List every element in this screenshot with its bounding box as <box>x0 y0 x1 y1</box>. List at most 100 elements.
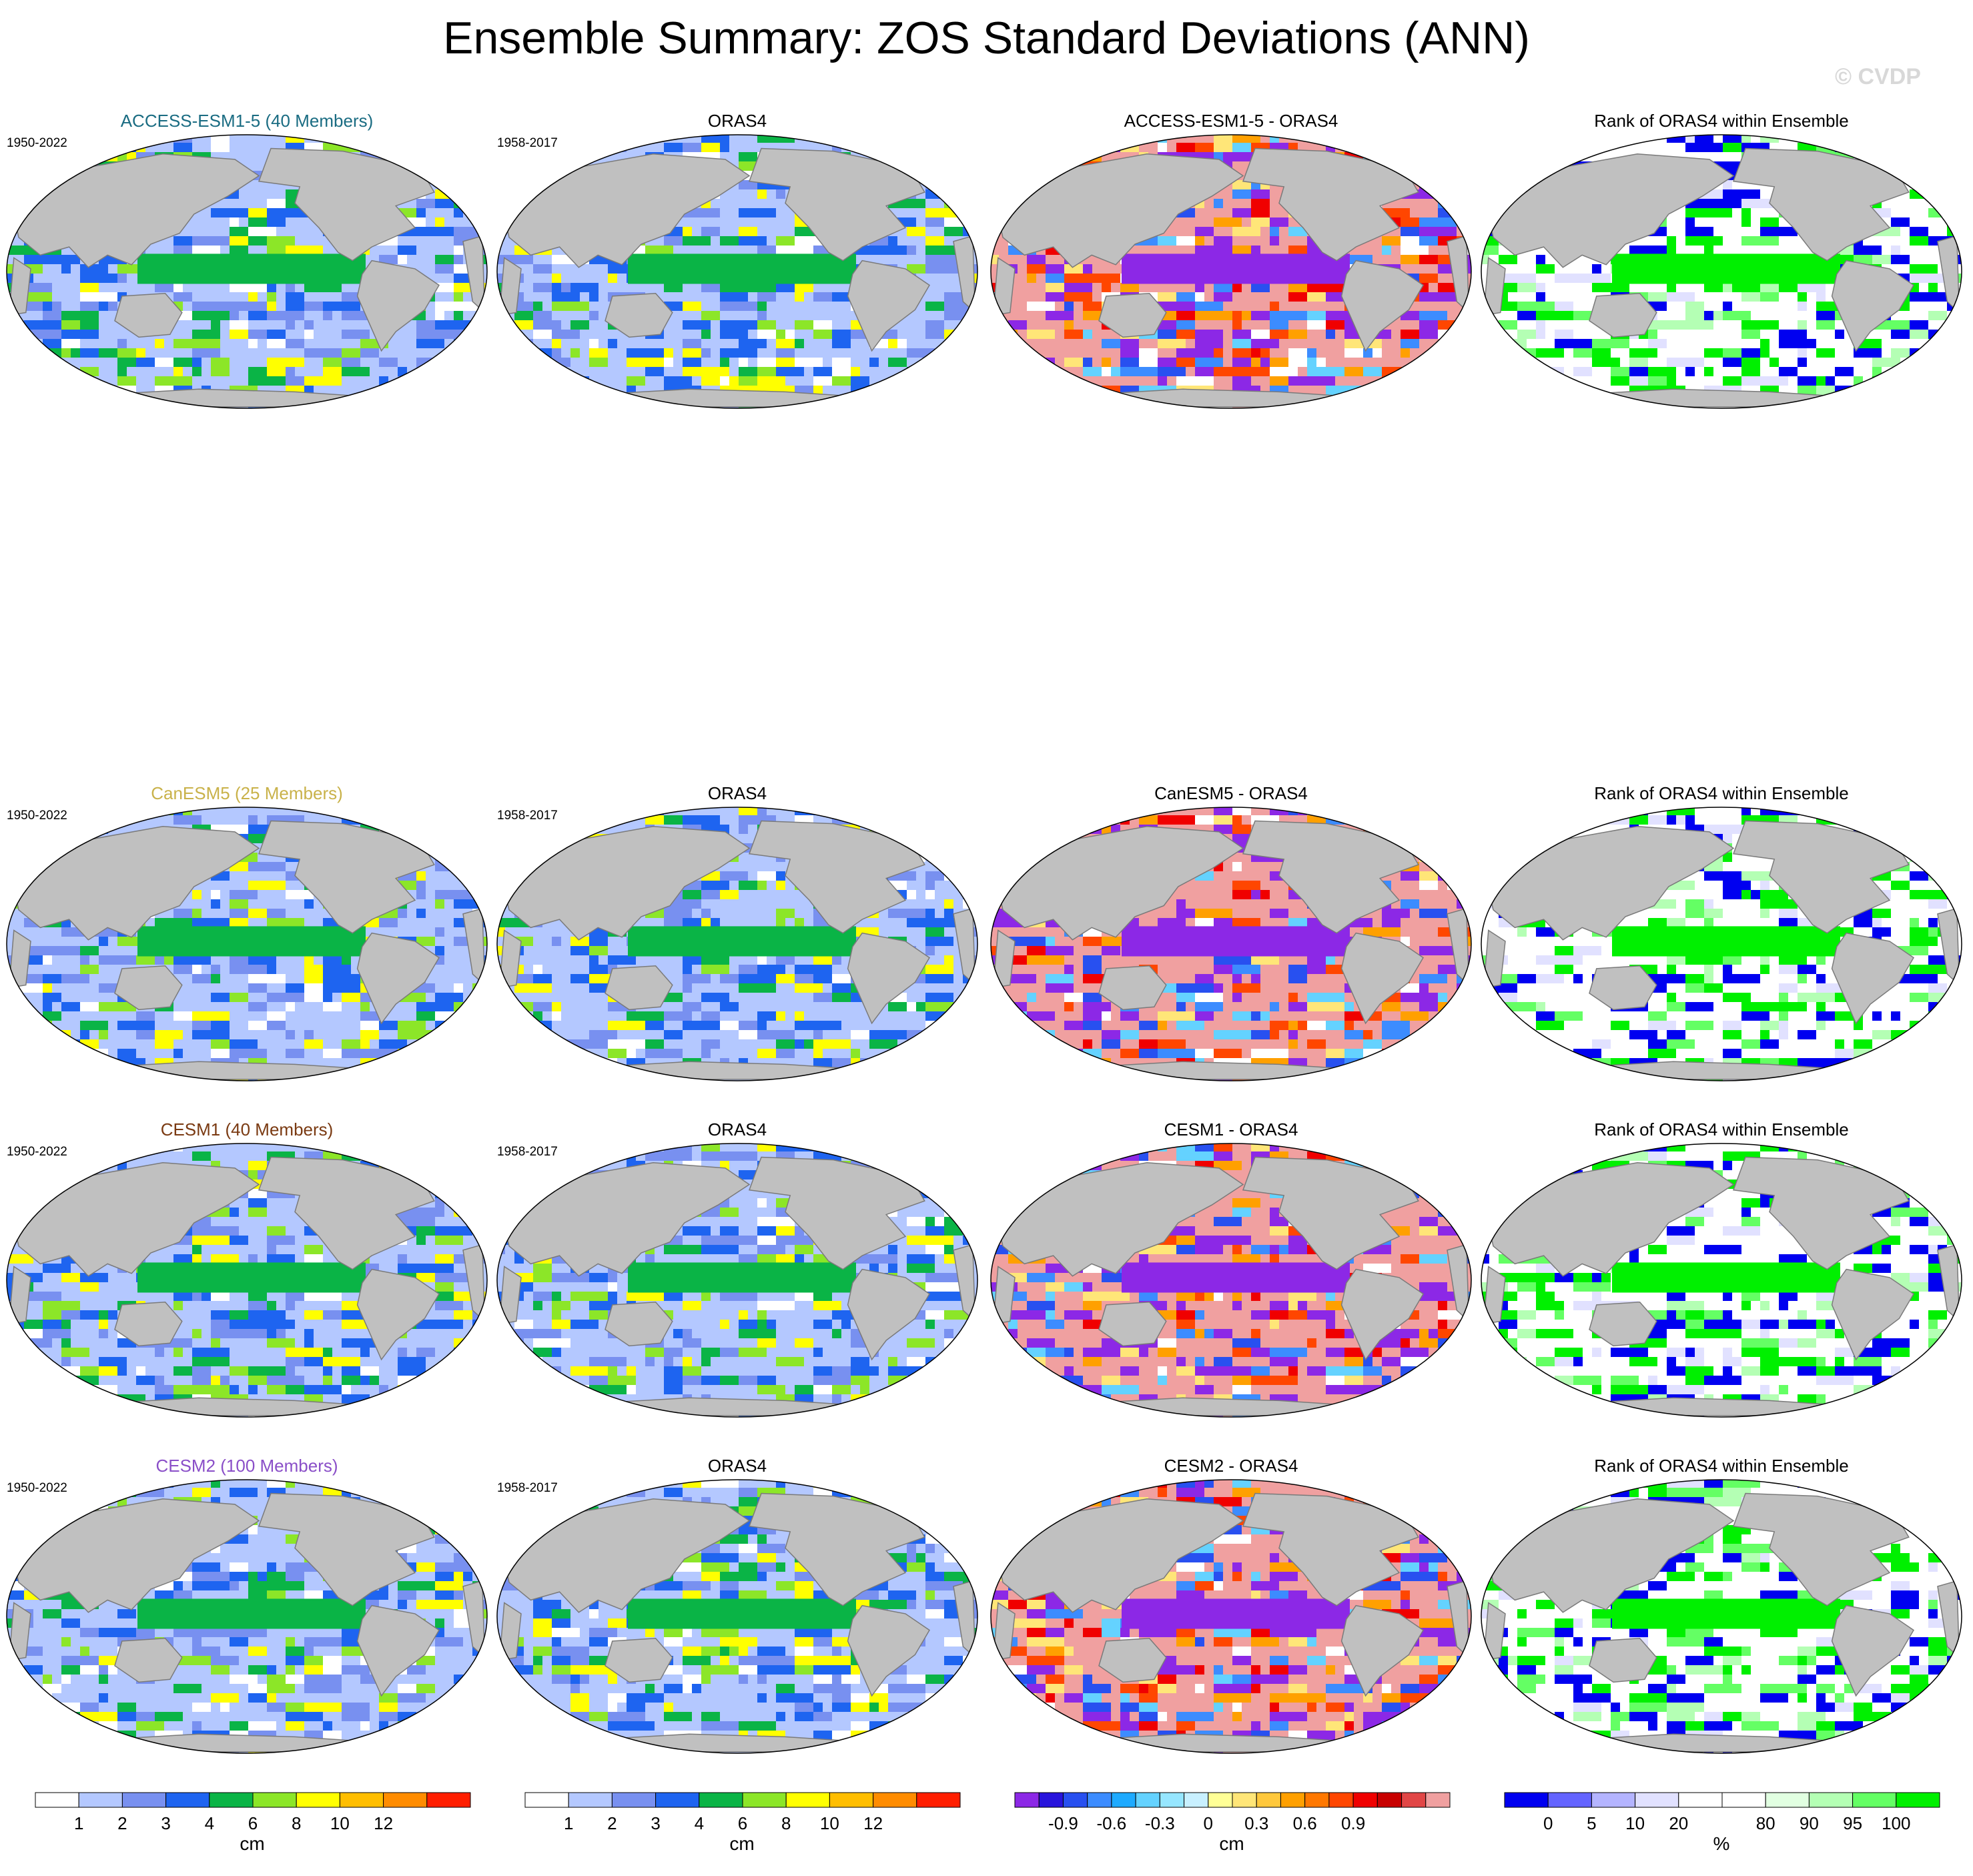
colorbar-tick-label: 2 <box>117 1813 127 1833</box>
land-mass <box>1831 1604 1915 1697</box>
panel-title-observation: ORAS4 <box>707 1119 767 1139</box>
colorbar-tick-label: 95 <box>1843 1813 1863 1833</box>
panel-title-rank: Rank of ORAS4 within Ensemble <box>1594 1119 1849 1139</box>
colorbar-tick-label: 2 <box>607 1813 617 1833</box>
colorbar-tick-label: 8 <box>781 1813 791 1833</box>
colorbar-swatch <box>1184 1792 1209 1808</box>
land-mass <box>11 153 260 268</box>
colorbar-swatch <box>1159 1792 1185 1808</box>
land-mass <box>995 1161 1244 1277</box>
panel-years: 1950-2022 <box>7 1145 67 1159</box>
colorbar-swatch <box>1135 1792 1160 1808</box>
colorbar-tick-label: 5 <box>1587 1813 1597 1833</box>
colorbar-swatch <box>1376 1792 1403 1808</box>
cvdp-watermark: © CVDP <box>1835 64 1921 89</box>
map-outline <box>1481 1143 1962 1418</box>
equatorial-band <box>137 254 366 284</box>
land-mass <box>501 153 751 268</box>
map-rank <box>1481 1479 1962 1754</box>
land-mass <box>1485 153 1735 268</box>
land-mass <box>501 825 751 941</box>
map-observation <box>496 1143 978 1418</box>
land-mass <box>501 1498 751 1613</box>
colorbar-swatch <box>1547 1792 1592 1808</box>
equatorial-band <box>137 1598 366 1629</box>
equatorial-band <box>1122 1598 1350 1629</box>
map-outline <box>990 134 1472 409</box>
colorbar-swatch <box>1038 1792 1064 1808</box>
colorbar-tick-label: 0.3 <box>1244 1813 1269 1833</box>
colorbar-swatch <box>383 1792 428 1808</box>
figure-title: Ensemble Summary: ZOS Standard Deviation… <box>443 13 1530 63</box>
map-outline <box>990 1479 1472 1754</box>
map-outline <box>496 807 978 1081</box>
panel-title-rank: Rank of ORAS4 within Ensemble <box>1594 783 1849 803</box>
map-ensemble <box>6 1143 488 1418</box>
land-mass <box>1098 1302 1167 1347</box>
equatorial-band <box>1612 1262 1840 1293</box>
land-mass <box>1340 932 1425 1025</box>
panel-title-difference: CanESM5 - ORAS4 <box>1154 783 1308 803</box>
colorbar-tick-label: 3 <box>651 1813 661 1833</box>
colorbar-swatch <box>568 1792 613 1808</box>
colorbar-tick-label: 0 <box>1203 1813 1213 1833</box>
colorbar-tick-label: 1 <box>73 1813 84 1833</box>
land-mass <box>605 293 673 338</box>
panel-years: 1958-2017 <box>497 1145 558 1159</box>
colorbar-swatch <box>873 1792 917 1808</box>
colorbar-tick-label: 6 <box>737 1813 748 1833</box>
panel-years: 1958-2017 <box>497 1481 558 1495</box>
land-mass <box>847 1268 931 1361</box>
map-rank <box>1481 1143 1962 1418</box>
map-outline <box>496 134 978 409</box>
colorbar-difference <box>1014 1792 1451 1808</box>
equatorial-band <box>1122 254 1350 284</box>
land-mass <box>995 153 1244 268</box>
panel-title-difference: CESM1 - ORAS4 <box>1164 1119 1298 1139</box>
colorbar-tick-label: -0.3 <box>1144 1813 1175 1833</box>
colorbar-swatch <box>339 1792 384 1808</box>
colorbar-swatch <box>1352 1792 1378 1808</box>
colorbar-tick-label: 20 <box>1669 1813 1689 1833</box>
land-mass <box>995 1498 1244 1613</box>
panel-years: 1950-2022 <box>7 809 67 823</box>
colorbar-unit: cm <box>1219 1833 1244 1854</box>
colorbar-tick-label: 10 <box>330 1813 350 1833</box>
colorbar-tick-label: 3 <box>161 1813 171 1833</box>
land-mass <box>995 825 1244 941</box>
colorbar-tick-label: 8 <box>291 1813 302 1833</box>
panel-title-observation: ORAS4 <box>707 111 767 131</box>
land-mass <box>114 1302 183 1347</box>
colorbar-swatch <box>611 1792 657 1808</box>
colorbar-swatch <box>785 1792 830 1808</box>
map-observation <box>496 134 978 409</box>
colorbar-tick-label: 12 <box>863 1813 883 1833</box>
colorbar-swatch <box>699 1792 743 1808</box>
equatorial-band <box>1122 1262 1350 1293</box>
land-mass <box>1589 293 1657 338</box>
land-mass <box>1485 1498 1735 1613</box>
colorbar-tick-label: 80 <box>1755 1813 1775 1833</box>
colorbar-swatch <box>1280 1792 1306 1808</box>
colorbar-tick-label: 100 <box>1882 1813 1911 1833</box>
land-mass <box>11 825 260 941</box>
colorbar-swatch <box>1765 1792 1810 1808</box>
panel-years: 1958-2017 <box>497 136 558 150</box>
colorbar-tick-label: 10 <box>1625 1813 1645 1833</box>
colorbar-swatch <box>1208 1792 1233 1808</box>
land-mass <box>1098 965 1167 1011</box>
panel-years: 1950-2022 <box>7 136 67 150</box>
colorbar-tick-label: 0.9 <box>1341 1813 1366 1833</box>
colorbar-tick-label: 10 <box>819 1813 839 1833</box>
colorbar-unit: % <box>1713 1833 1730 1854</box>
equatorial-band <box>628 1598 856 1629</box>
colorbar-swatch <box>655 1792 700 1808</box>
map-outline <box>1481 1479 1962 1754</box>
colorbar-tick-label: 12 <box>374 1813 394 1833</box>
map-outline <box>496 1143 978 1418</box>
land-mass <box>356 1268 440 1361</box>
colorbar-swatch <box>1256 1792 1281 1808</box>
map-outline <box>6 1143 488 1418</box>
colorbar-tick-label: 4 <box>204 1813 215 1833</box>
equatorial-band <box>628 1262 856 1293</box>
